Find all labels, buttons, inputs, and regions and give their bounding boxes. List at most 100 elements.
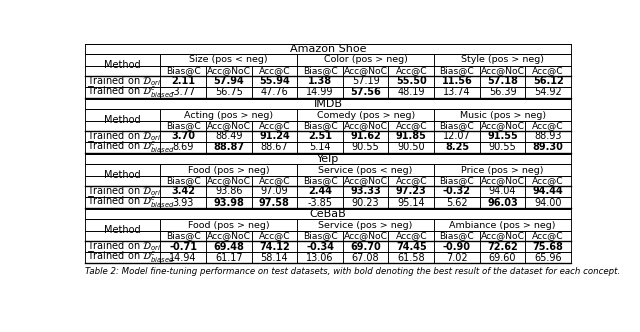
- Text: 94.44: 94.44: [533, 187, 564, 197]
- Text: -0.71: -0.71: [169, 242, 197, 252]
- Text: Yelp: Yelp: [317, 154, 339, 164]
- Bar: [85, 219, 160, 241]
- Text: Acc@C: Acc@C: [259, 66, 290, 75]
- Text: 91.24: 91.24: [259, 131, 290, 141]
- Bar: [85, 44, 571, 54]
- Bar: [85, 87, 160, 98]
- Text: 2.51: 2.51: [308, 131, 332, 141]
- Text: Method: Method: [104, 60, 141, 70]
- Bar: [252, 87, 297, 98]
- Bar: [343, 87, 388, 98]
- Bar: [480, 66, 525, 76]
- Bar: [388, 186, 434, 197]
- Text: 91.85: 91.85: [396, 131, 427, 141]
- Text: Bias@C: Bias@C: [440, 121, 474, 130]
- Bar: [525, 66, 571, 76]
- Text: 57.94: 57.94: [213, 76, 244, 86]
- Bar: [480, 176, 525, 186]
- Bar: [206, 121, 252, 131]
- Bar: [252, 142, 297, 153]
- Text: Price (pos > neg): Price (pos > neg): [461, 166, 544, 175]
- Text: 74.12: 74.12: [259, 242, 290, 252]
- Text: 95.14: 95.14: [397, 198, 425, 208]
- Bar: [252, 66, 297, 76]
- Text: 12.07: 12.07: [443, 131, 471, 141]
- Bar: [297, 164, 434, 176]
- Bar: [85, 99, 571, 109]
- Bar: [480, 142, 525, 153]
- Bar: [434, 241, 480, 252]
- Bar: [525, 76, 571, 87]
- Bar: [252, 121, 297, 131]
- Bar: [297, 54, 434, 66]
- Bar: [160, 197, 206, 208]
- Text: 93.98: 93.98: [213, 198, 244, 208]
- Text: -3.77: -3.77: [170, 87, 196, 97]
- Text: 2.44: 2.44: [308, 187, 332, 197]
- Text: 97.09: 97.09: [260, 187, 288, 197]
- Text: Acc@NoC: Acc@NoC: [207, 176, 251, 185]
- Text: Color (pos > neg): Color (pos > neg): [324, 55, 408, 64]
- Bar: [525, 186, 571, 197]
- Bar: [252, 176, 297, 186]
- Text: Method: Method: [104, 225, 141, 235]
- Text: Bias@C: Bias@C: [166, 121, 200, 130]
- Text: Acc@NoC: Acc@NoC: [344, 66, 388, 75]
- Bar: [525, 241, 571, 252]
- Text: Acc@NoC: Acc@NoC: [207, 231, 251, 240]
- Bar: [297, 109, 434, 121]
- Bar: [85, 252, 160, 263]
- Bar: [85, 76, 160, 87]
- Text: 69.70: 69.70: [350, 242, 381, 252]
- Bar: [434, 252, 480, 263]
- Text: 13.74: 13.74: [443, 87, 471, 97]
- Bar: [388, 241, 434, 252]
- Text: Method: Method: [104, 115, 141, 125]
- Text: Amazon Shoe: Amazon Shoe: [290, 44, 366, 54]
- Bar: [160, 142, 206, 153]
- Text: Acc@C: Acc@C: [396, 66, 427, 75]
- Bar: [85, 54, 160, 76]
- Text: Trained on $\mathcal{D}_{ori}$: Trained on $\mathcal{D}_{ori}$: [88, 74, 161, 88]
- Bar: [343, 186, 388, 197]
- Text: Bias@C: Bias@C: [303, 66, 337, 75]
- Bar: [388, 121, 434, 131]
- Text: 67.08: 67.08: [352, 253, 380, 263]
- Bar: [85, 209, 571, 219]
- Text: Acc@NoC: Acc@NoC: [481, 66, 525, 75]
- Bar: [206, 76, 252, 87]
- Text: 61.58: 61.58: [397, 253, 425, 263]
- Bar: [85, 241, 160, 252]
- Text: 11.56: 11.56: [442, 76, 472, 86]
- Bar: [343, 76, 388, 87]
- Bar: [160, 121, 206, 131]
- Bar: [160, 164, 297, 176]
- Bar: [525, 231, 571, 241]
- Text: 61.17: 61.17: [215, 253, 243, 263]
- Bar: [297, 241, 343, 252]
- Text: -3.85: -3.85: [308, 198, 333, 208]
- Bar: [252, 231, 297, 241]
- Bar: [525, 252, 571, 263]
- Text: 56.75: 56.75: [215, 87, 243, 97]
- Bar: [525, 87, 571, 98]
- Bar: [343, 241, 388, 252]
- Bar: [343, 252, 388, 263]
- Bar: [297, 76, 343, 87]
- Text: 14.99: 14.99: [307, 87, 334, 97]
- Text: Size (pos < neg): Size (pos < neg): [189, 55, 268, 64]
- Text: 65.96: 65.96: [534, 253, 562, 263]
- Bar: [85, 109, 160, 131]
- Text: 7.02: 7.02: [446, 253, 468, 263]
- Bar: [434, 66, 480, 76]
- Bar: [160, 241, 206, 252]
- Bar: [525, 197, 571, 208]
- Text: Bias@C: Bias@C: [166, 66, 200, 75]
- Bar: [434, 109, 571, 121]
- Text: Service (pos < neg): Service (pos < neg): [319, 166, 413, 175]
- Bar: [480, 87, 525, 98]
- Bar: [252, 186, 297, 197]
- Bar: [252, 197, 297, 208]
- Text: Bias@C: Bias@C: [166, 231, 200, 240]
- Text: 2.11: 2.11: [171, 76, 195, 86]
